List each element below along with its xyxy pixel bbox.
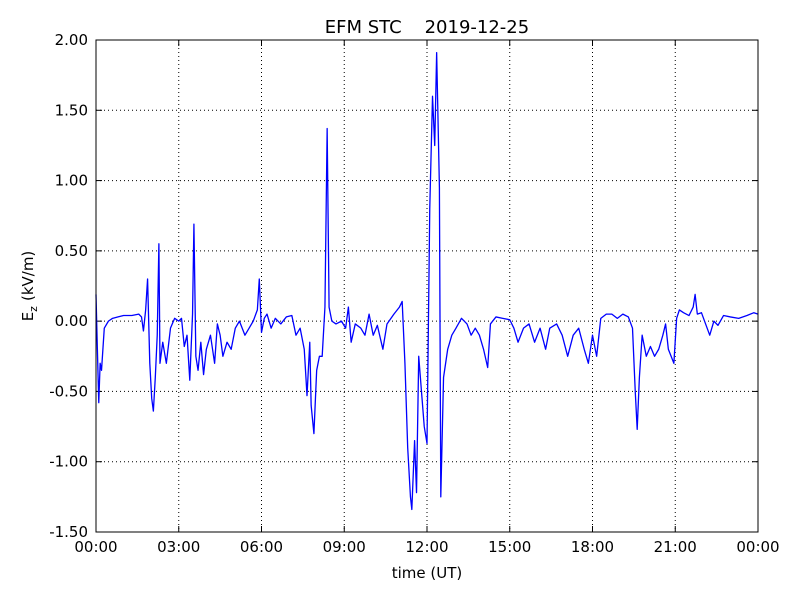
y-label-main: E [19, 312, 37, 321]
plot-frame [95, 39, 759, 533]
y-axis-label: Ez (kV/m) [19, 251, 40, 322]
y-label-unit: (kV/m) [19, 251, 37, 301]
y-tick-label: -1.50 [49, 523, 88, 541]
x-tick-label: 15:00 [488, 538, 531, 556]
x-tick-label: 12:00 [405, 538, 448, 556]
y-tick-label: 0.00 [55, 312, 88, 330]
x-tick-label: 03:00 [157, 538, 200, 556]
x-tick-label: 21:00 [654, 538, 697, 556]
data-line [95, 52, 759, 511]
y-label-sub: z [27, 306, 40, 312]
y-tick-label: 1.50 [55, 101, 88, 119]
x-tick-label: 18:00 [571, 538, 614, 556]
x-tick-label: 00:00 [736, 538, 779, 556]
y-tick-label: -1.00 [49, 453, 88, 471]
x-tick-label: 06:00 [240, 538, 283, 556]
y-tick-label: 2.00 [55, 31, 88, 49]
y-tick-label: -0.50 [49, 382, 88, 400]
chart-title: EFM STC 2019-12-25 [325, 17, 529, 38]
x-tick-label: 09:00 [323, 538, 366, 556]
x-tick-label: 00:00 [74, 538, 117, 556]
y-tick-label: 1.00 [55, 172, 88, 190]
y-tick-label: 0.50 [55, 242, 88, 260]
x-axis-label: time (UT) [392, 564, 463, 582]
